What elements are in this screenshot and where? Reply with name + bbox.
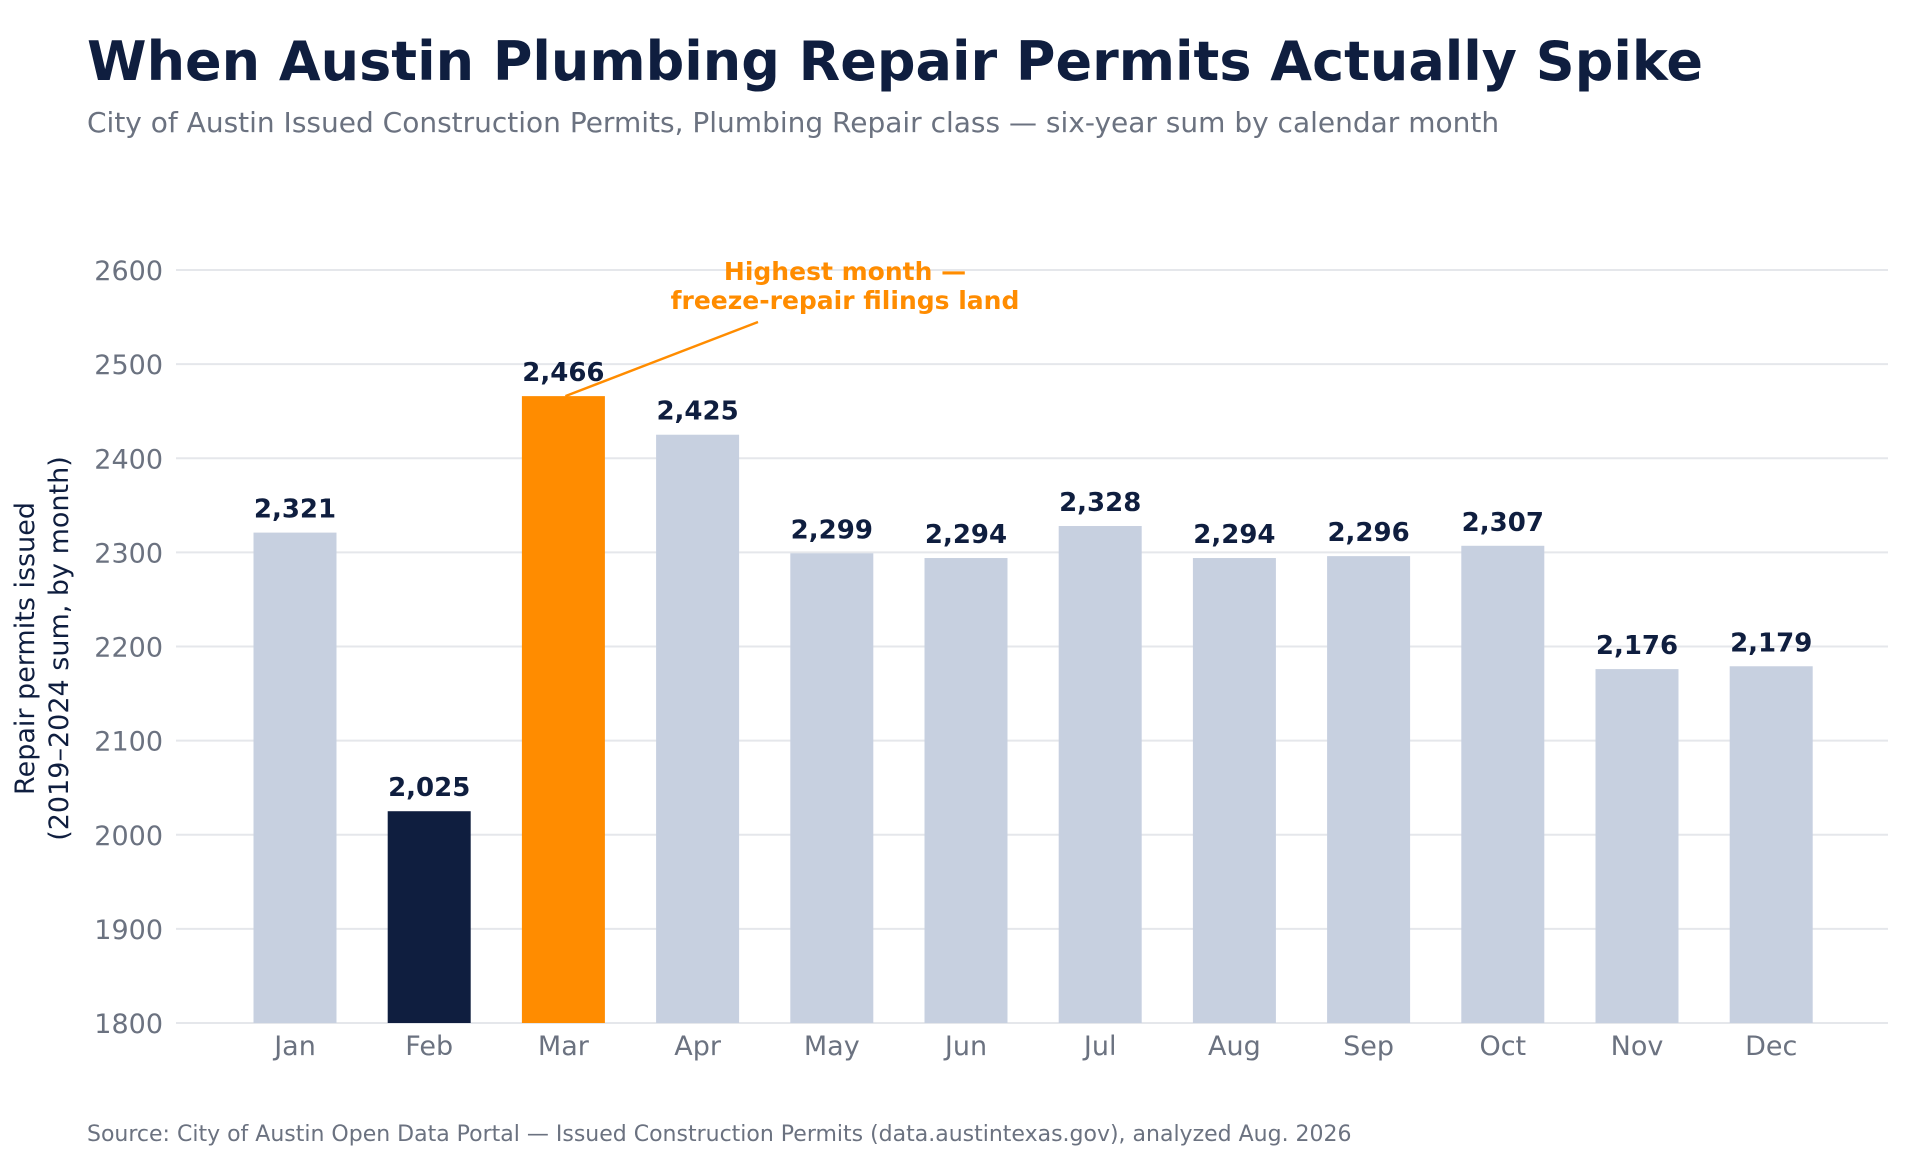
y-axis-title-line: (2019–2024 sum, by month) [44, 456, 75, 841]
value-label-sep: 2,296 [1327, 518, 1409, 548]
x-tick-label-jan: Jan [272, 1031, 316, 1062]
y-axis-title: Repair permits issued (2019–2024 sum, by … [10, 456, 75, 841]
bars [253, 396, 1813, 1023]
annotation: Highest month —freeze-repair filings lan… [564, 257, 1020, 398]
bar-nov [1595, 669, 1679, 1023]
chart-subtitle: City of Austin Issued Construction Permi… [87, 106, 1500, 139]
x-tick-label-feb: Feb [405, 1031, 453, 1062]
annotation-leader-line [564, 320, 759, 398]
bar-apr [656, 434, 740, 1023]
value-label-aug: 2,294 [1193, 520, 1275, 550]
x-tick-label-may: May [804, 1031, 860, 1062]
x-tick-label-aug: Aug [1208, 1031, 1261, 1062]
bar-mar [521, 396, 605, 1023]
value-labels: 2,321 2,025 2,466 2,425 2,299 2,294 2,328 2,294… [254, 358, 1812, 803]
x-tick-label-mar: Mar [538, 1031, 590, 1062]
x-tick-label-oct: Oct [1479, 1031, 1526, 1062]
y-tick-label: 2100 [94, 727, 163, 758]
y-tick-label: 2300 [94, 538, 163, 569]
chart-title: When Austin Plumbing Repair Permits Actu… [87, 30, 1703, 93]
y-tick-label: 1800 [94, 1009, 163, 1040]
x-tick-label-sep: Sep [1343, 1031, 1394, 1062]
value-label-may: 2,299 [791, 515, 873, 545]
y-tick-label: 2200 [94, 633, 163, 664]
source-note: Source: City of Austin Open Data Portal … [87, 1122, 1352, 1147]
bar-oct [1461, 545, 1545, 1023]
bar-may [790, 553, 874, 1023]
y-axis-title-group: Repair permits issued (2019–2024 sum, by … [10, 456, 75, 841]
y-tick-label: 2600 [94, 256, 163, 287]
value-label-jul: 2,328 [1059, 488, 1141, 518]
bar-jan [253, 532, 337, 1023]
annotation-text-line: Highest month — [724, 257, 966, 286]
y-axis-ticks: 1800 1900 2000 2100 2200 2300 2400 2500 2600 [94, 256, 163, 1040]
value-label-oct: 2,307 [1462, 508, 1544, 538]
bar-feb [387, 811, 471, 1023]
bar-sep [1327, 556, 1411, 1023]
y-tick-label: 2400 [94, 444, 163, 475]
bar-aug [1192, 558, 1276, 1023]
value-label-apr: 2,425 [656, 397, 738, 427]
x-tick-label-jul: Jul [1082, 1031, 1117, 1062]
bar-jul [1058, 526, 1142, 1023]
y-axis-title-line: Repair permits issued [10, 502, 41, 795]
value-label-jun: 2,294 [925, 520, 1007, 550]
bar-dec [1729, 666, 1813, 1023]
x-tick-label-dec: Dec [1745, 1031, 1797, 1062]
value-label-mar: 2,466 [522, 358, 604, 388]
y-tick-label: 1900 [94, 915, 163, 946]
value-label-jan: 2,321 [254, 495, 336, 525]
bar-chart: 1800 1900 2000 2100 2200 2300 2400 2500 2600 2,3… [10, 256, 1888, 1062]
bar-jun [924, 558, 1008, 1023]
value-label-feb: 2,025 [388, 773, 470, 803]
x-tick-label-jun: Jun [943, 1031, 987, 1062]
value-label-nov: 2,176 [1596, 631, 1678, 661]
y-tick-label: 2000 [94, 821, 163, 852]
x-tick-label-apr: Apr [674, 1031, 722, 1062]
x-axis-ticks: Jan Feb Mar Apr May Jun Jul Aug Sep Oct Nov Dec [272, 1031, 1797, 1062]
annotation-text-line: freeze-repair filings land [671, 286, 1020, 315]
value-label-dec: 2,179 [1730, 628, 1812, 658]
y-tick-label: 2500 [94, 350, 163, 381]
x-tick-label-nov: Nov [1611, 1031, 1664, 1062]
